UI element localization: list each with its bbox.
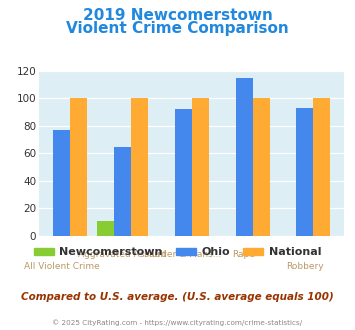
Bar	[235, 78, 252, 236]
Text: 2019 Newcomerstown: 2019 Newcomerstown	[83, 8, 272, 23]
Bar	[97, 221, 114, 236]
Bar	[192, 98, 209, 236]
Text: All Violent Crime: All Violent Crime	[23, 262, 99, 271]
Text: Rape: Rape	[233, 250, 256, 259]
Text: Murder & Mans...: Murder & Mans...	[144, 250, 222, 259]
Text: Aggravated Assault: Aggravated Assault	[78, 250, 166, 259]
Bar	[296, 108, 313, 236]
Bar	[70, 98, 87, 236]
Bar	[313, 98, 331, 236]
Bar	[252, 98, 269, 236]
Text: © 2025 CityRating.com - https://www.cityrating.com/crime-statistics/: © 2025 CityRating.com - https://www.city…	[53, 319, 302, 326]
Bar	[53, 130, 70, 236]
Legend: Newcomerstown, Ohio, National: Newcomerstown, Ohio, National	[29, 243, 326, 262]
Text: Compared to U.S. average. (U.S. average equals 100): Compared to U.S. average. (U.S. average …	[21, 292, 334, 302]
Text: Robbery: Robbery	[286, 262, 324, 271]
Bar	[175, 110, 192, 236]
Bar	[114, 147, 131, 236]
Text: Violent Crime Comparison: Violent Crime Comparison	[66, 21, 289, 36]
Bar	[131, 98, 148, 236]
